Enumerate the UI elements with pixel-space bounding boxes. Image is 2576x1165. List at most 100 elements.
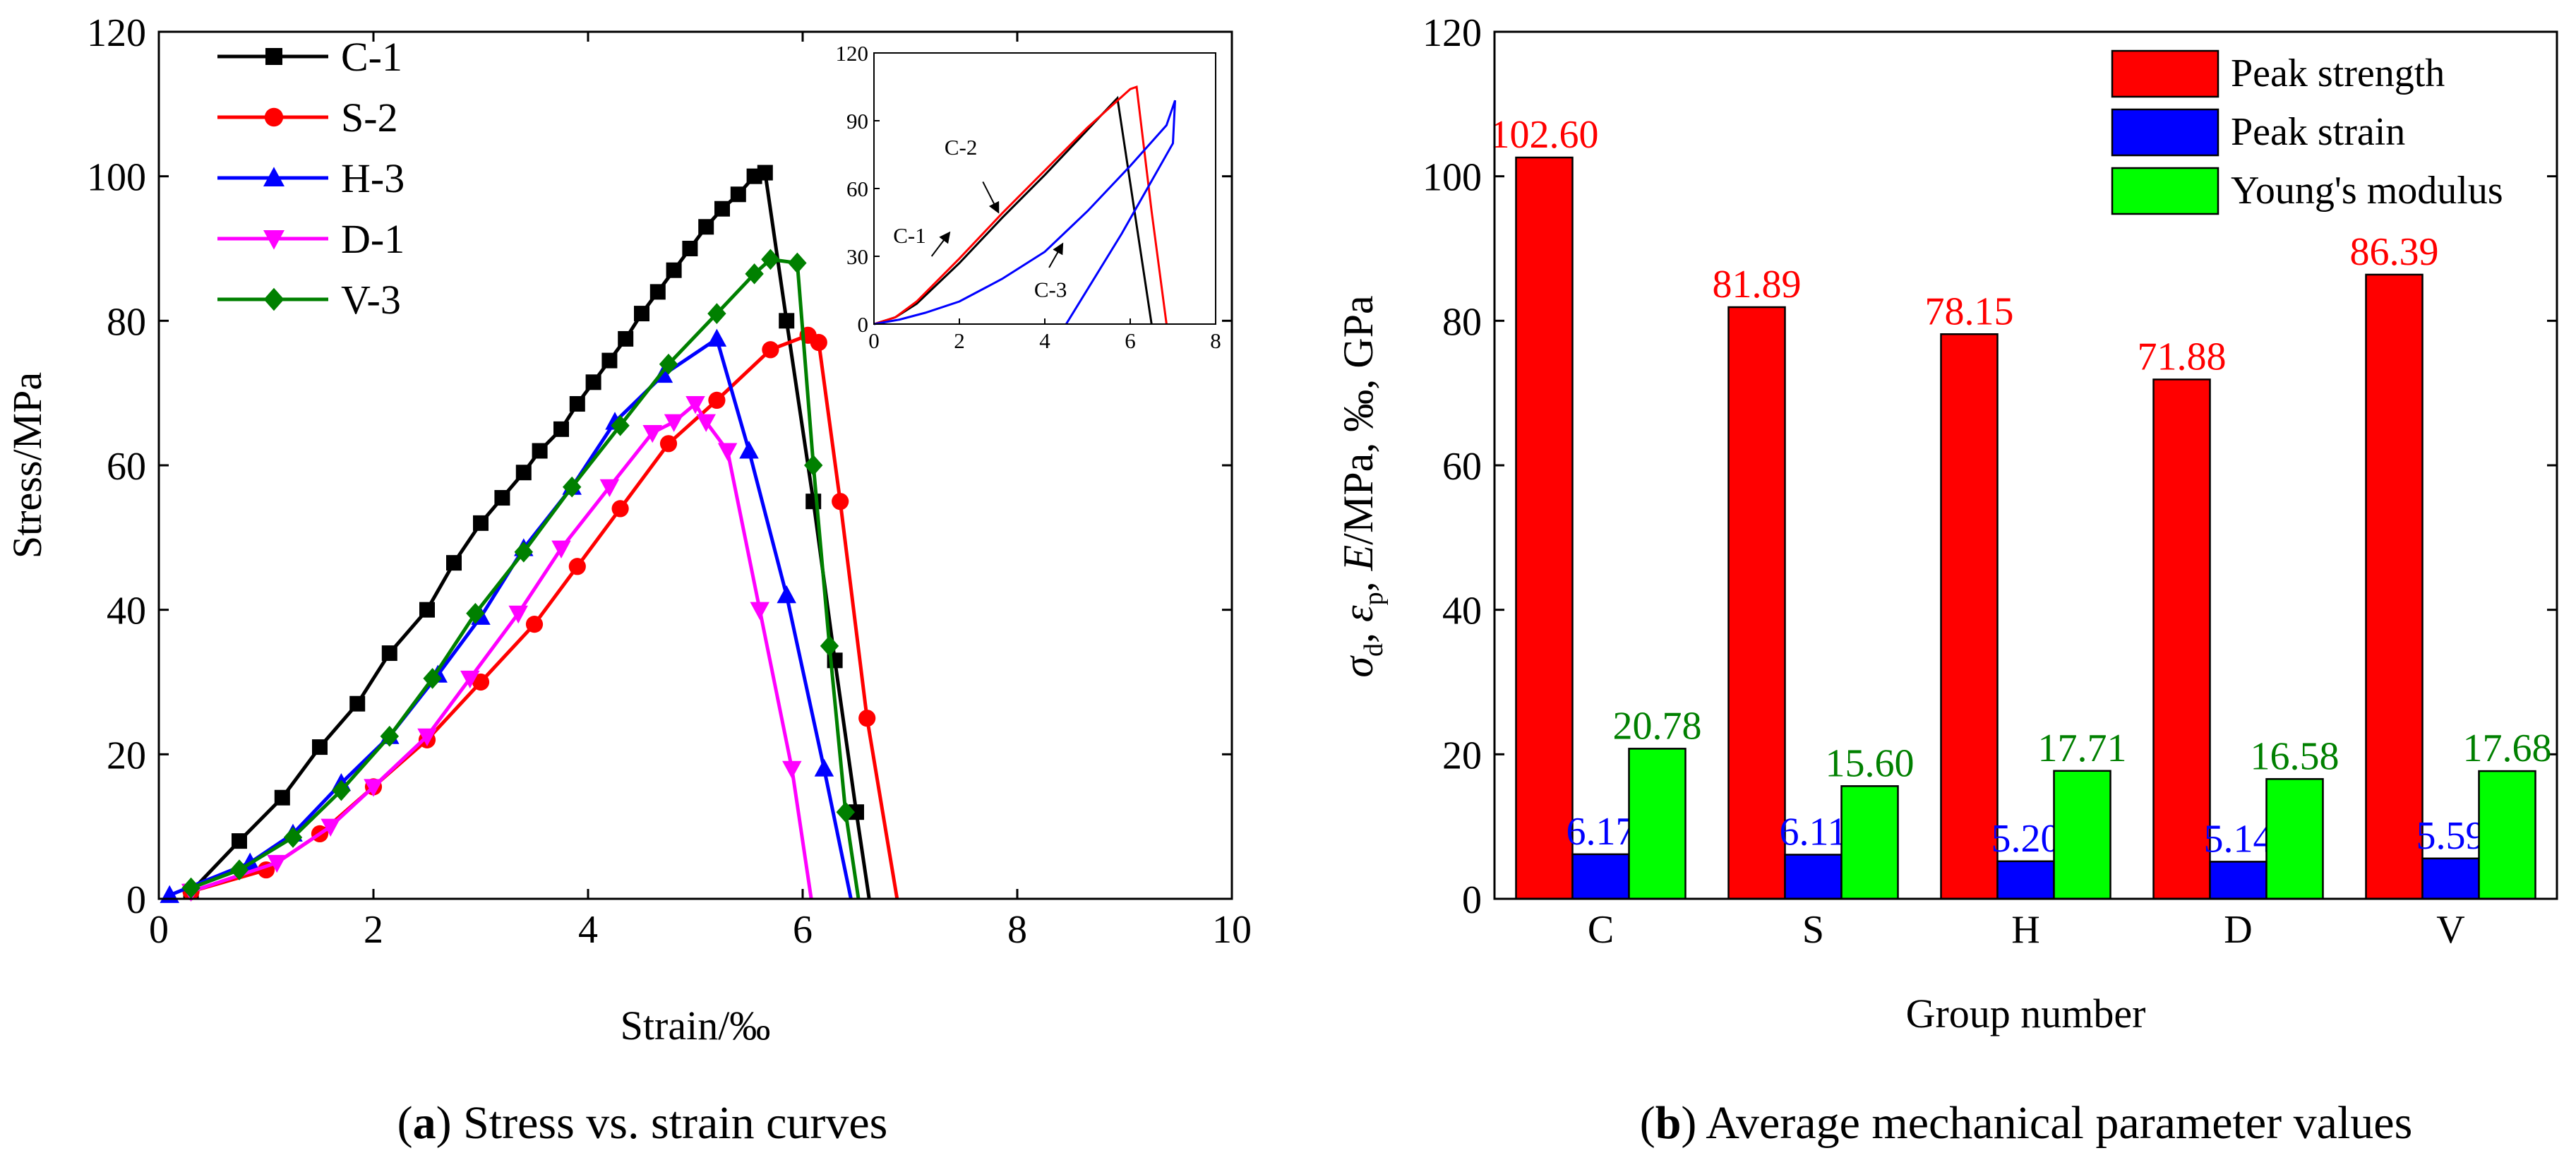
- data-point-V-3: [820, 635, 839, 657]
- bar-H-2: [2053, 770, 2111, 900]
- data-point-D-1: [696, 414, 716, 432]
- data-point-S-2: [472, 673, 490, 691]
- y-tick-label: 120: [87, 11, 146, 55]
- y-tick-label: 60: [107, 445, 146, 489]
- legend-swatch-1: [2111, 108, 2219, 157]
- data-label-V-0: 86.39: [2350, 230, 2439, 274]
- data-point-V-3: [423, 668, 442, 689]
- data-point-C-1: [446, 555, 462, 571]
- data-point-C-1: [532, 443, 548, 459]
- data-label-D-2: 16.58: [2251, 734, 2340, 778]
- series-line-D-1: [190, 402, 813, 900]
- bar-D-1: [2209, 861, 2268, 900]
- series-C-1: [183, 165, 871, 900]
- data-point-D-1: [417, 728, 437, 747]
- data-point-S-2: [708, 391, 726, 410]
- y-tick-label: 80: [107, 300, 146, 344]
- data-point-C-1: [601, 352, 618, 369]
- data-label-H-2: 17.71: [2038, 727, 2127, 770]
- data-point-V-3: [707, 303, 726, 324]
- data-point-D-1: [551, 540, 571, 558]
- x-tick-label: 6: [793, 908, 813, 952]
- legend-label-C-1: C-1: [341, 34, 402, 80]
- data-point-S-2: [611, 500, 629, 518]
- plot-frame: [1493, 30, 2558, 900]
- data-label-C-1: 6.17: [1566, 810, 1636, 854]
- x-tick-label-C: C: [1588, 908, 1614, 952]
- data-point-H-3: [739, 441, 759, 459]
- bar-V-1: [2421, 857, 2480, 900]
- data-label-C-0: 102.60: [1490, 113, 1599, 157]
- legend-marker-C-1: [265, 48, 282, 65]
- data-point-C-1: [419, 602, 435, 618]
- y-label-sigma: σ: [1335, 655, 1382, 678]
- data-label-D-1: 5.14: [2204, 817, 2273, 861]
- data-point-H-3: [777, 585, 796, 604]
- data-point-S-2: [568, 558, 586, 575]
- data-point-C-1: [569, 396, 585, 412]
- x-tick-label: 4: [578, 908, 598, 952]
- x-axis-label: Group number: [1906, 991, 2146, 1036]
- y-tick-label: 0: [126, 878, 146, 922]
- data-point-C-1: [618, 330, 634, 347]
- inset-frame: [873, 52, 1216, 325]
- inset-y-tick-label: 90: [846, 109, 868, 133]
- data-point-S-2: [659, 435, 678, 453]
- y-tick-label: 0: [1462, 878, 1482, 922]
- data-point-S-2: [832, 493, 849, 510]
- inset-annotation-C-2: C-2: [945, 135, 978, 160]
- data-point-C-1: [649, 284, 666, 300]
- y-tick-label: 100: [1422, 156, 1482, 200]
- data-point-V-3: [466, 602, 485, 624]
- data-point-D-1: [267, 854, 287, 873]
- data-point-C-1: [682, 241, 698, 256]
- bar-H-0: [1940, 333, 1999, 900]
- data-point-V-3: [181, 877, 200, 899]
- data-point-D-1: [460, 670, 480, 689]
- data-point-C-1: [274, 789, 290, 806]
- data-point-V-3: [745, 263, 764, 285]
- data-point-V-3: [836, 801, 855, 823]
- data-point-D-1: [664, 414, 684, 432]
- caption-paren-close: ): [1681, 1097, 1706, 1149]
- data-point-V-3: [659, 353, 678, 375]
- data-label-S-1: 6.11: [1780, 810, 1847, 854]
- data-label-H-1: 5.20: [1991, 817, 2061, 861]
- y-label-units: /MPa, ‰, GPa: [1335, 295, 1382, 544]
- inset-y-tick-label: 0: [858, 312, 869, 337]
- x-tick-label: 0: [149, 908, 169, 952]
- data-label-C-2: 20.78: [1613, 704, 1702, 748]
- series-line-H-3: [169, 337, 853, 900]
- panel-b-mechanical-parameters: 0 20 40 60 80 100 120 C 102.60 6.17 20.78 S 81.89 6.1…: [1335, 11, 2558, 1149]
- inset-arrow-C-3: [1048, 242, 1064, 268]
- x-tick-label-D: D: [2224, 908, 2252, 952]
- data-label-S-2: 15.60: [1826, 741, 1915, 785]
- data-point-H-3: [707, 328, 727, 347]
- x-tick-label-V: V: [2436, 908, 2464, 952]
- y-tick-label: 20: [1442, 734, 1482, 777]
- y-axis-label: Stress/MPa: [4, 372, 50, 558]
- data-point-V-3: [332, 779, 351, 801]
- inset-annotation-C-3: C-3: [1034, 277, 1067, 302]
- y-label-sub-p: p: [1359, 592, 1389, 605]
- inset-x-tick-label: 8: [1210, 328, 1221, 353]
- data-point-V-3: [563, 476, 582, 498]
- inset-arrow-C-2: [982, 181, 1000, 214]
- legend-label-S-2: S-2: [341, 95, 398, 141]
- legend-swatch-0: [2111, 49, 2219, 98]
- data-point-D-1: [320, 818, 340, 837]
- bar-D-2: [2265, 778, 2324, 900]
- legend-label-D-1: D-1: [341, 216, 405, 262]
- legend-label-0: Peak strength: [2231, 52, 2445, 95]
- data-point-D-1: [364, 779, 383, 797]
- panel-caption: (a) Stress vs. strain curves: [397, 1097, 888, 1149]
- data-point-C-1: [553, 421, 569, 437]
- data-point-C-1: [494, 490, 510, 506]
- y-label-e: E: [1335, 545, 1382, 572]
- legend-swatch-2: [2111, 167, 2219, 215]
- legend-marker-V-3: [263, 287, 284, 311]
- inset-curve-C-2: [873, 85, 1168, 325]
- data-point-S-2: [810, 333, 827, 352]
- legend-label-V-3: V-3: [341, 277, 401, 323]
- x-tick-label: 2: [364, 908, 383, 952]
